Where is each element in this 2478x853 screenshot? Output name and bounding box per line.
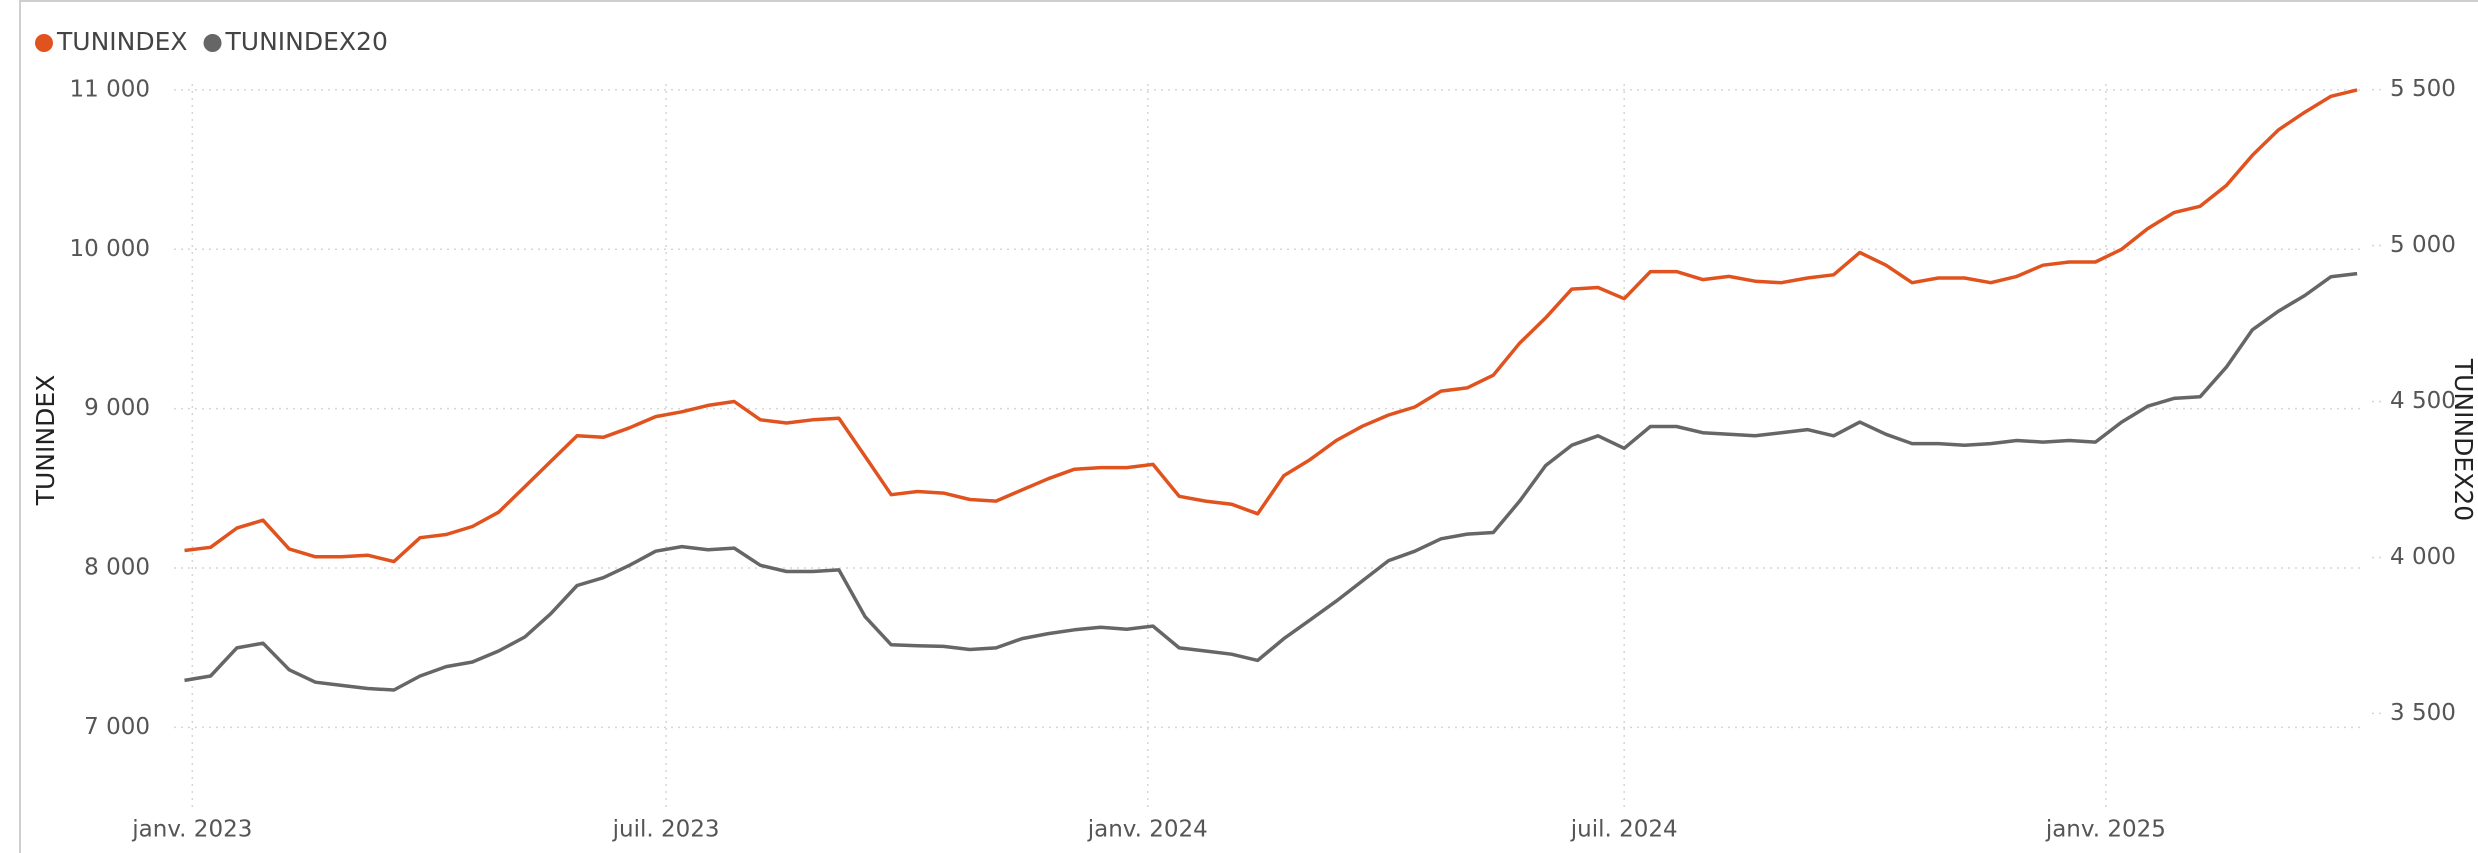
legend-label: TUNINDEX: [56, 27, 188, 56]
line-series: [184, 88, 2358, 564]
y-tick-label: 7 000: [84, 714, 150, 740]
x-tick-label: janv. 2024: [1087, 817, 1208, 843]
y2-axis-title: TUNINDEX20: [2449, 358, 2478, 521]
y-axis-title: TUNINDEX: [31, 375, 60, 507]
x-tick-label: janv. 2023: [131, 817, 252, 843]
y2-tick-label: 4 500: [2390, 388, 2456, 414]
x-tick-label: janv. 2025: [2045, 817, 2166, 843]
y2-tick-label: 5 500: [2390, 76, 2456, 102]
line-series: [184, 271, 2358, 692]
legend-swatch: [35, 34, 53, 52]
legend-swatch: [203, 34, 222, 52]
y-tick-label: 11 000: [70, 76, 150, 102]
y2-tick-label: 4 000: [2390, 544, 2456, 570]
x-tick-label: juil. 2024: [1570, 817, 1678, 843]
y2-tick-label: 5 000: [2390, 232, 2456, 258]
legend-label: TUNINDEX20: [225, 27, 388, 56]
y-tick-label: 9 000: [84, 395, 150, 421]
x-tick-label: juil. 2023: [612, 817, 720, 843]
y-tick-label: 10 000: [70, 236, 150, 262]
y-tick-label: 8 000: [84, 554, 150, 580]
y2-tick-label: 3 500: [2390, 700, 2456, 726]
